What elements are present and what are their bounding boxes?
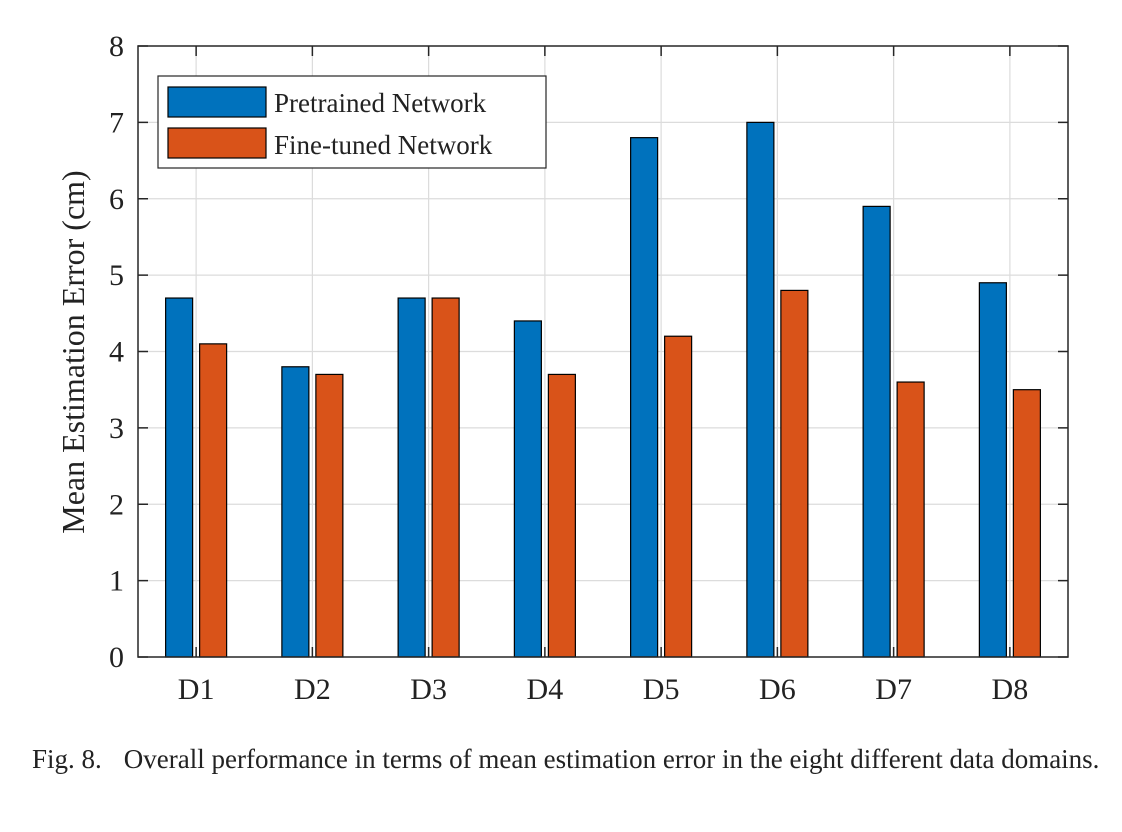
x-tick-label: D7 (875, 673, 912, 706)
x-tick-label: D3 (410, 673, 447, 706)
legend-swatch-finetuned (167, 127, 267, 159)
y-tick-label: 4 (109, 336, 124, 369)
y-tick-label: 5 (109, 259, 124, 292)
y-tick-labels: 0 1 2 3 4 5 6 7 8 (109, 30, 124, 674)
legend-swatch-pretrained (167, 86, 267, 118)
bar-pretrained-d1 (165, 297, 194, 658)
bar-finetuned-d2 (315, 373, 344, 658)
figure-caption: Fig. 8. Overall performance in terms of m… (32, 742, 1100, 776)
y-tick-label: 1 (109, 565, 124, 598)
bar-pretrained-d4 (513, 320, 542, 658)
bar-finetuned-d4 (547, 373, 576, 658)
y-tick-label: 7 (109, 106, 124, 139)
legend-label-finetuned: Fine-tuned Network (274, 130, 493, 160)
x-tick-label: D1 (178, 673, 215, 706)
bar-finetuned-d3 (431, 297, 460, 658)
y-tick-label: 6 (109, 183, 124, 216)
bar-finetuned-d5 (664, 335, 693, 658)
x-tick-labels: D1 D2 D3 D4 D5 D6 D7 D8 (178, 673, 1028, 706)
y-axis-title: Mean Estimation Error (cm) (55, 170, 91, 533)
figure-number: Fig. 8. (32, 744, 102, 774)
y-tick-label: 2 (109, 488, 124, 521)
x-tick-label: D8 (992, 673, 1029, 706)
y-tick-label: 3 (109, 412, 124, 445)
legend: Pretrained Network Fine-tuned Network (157, 75, 547, 169)
x-tick-label: D2 (294, 673, 331, 706)
bar-finetuned-d1 (199, 343, 228, 658)
bar-pretrained-d5 (630, 137, 659, 658)
bar-group (165, 121, 1041, 658)
y-tick-label: 0 (109, 641, 124, 674)
x-tick-label: D4 (527, 673, 564, 706)
bar-finetuned-d7 (896, 381, 925, 658)
bar-pretrained-d2 (281, 366, 310, 658)
bar-chart: 0 1 2 3 4 5 6 7 8 D1 D2 D3 D4 D5 D6 D7 D8 Mean Estimati… (55, 30, 1069, 706)
legend-label-pretrained: Pretrained Network (274, 88, 487, 118)
axis-ticks (138, 45, 1068, 658)
bar-finetuned-d6 (780, 289, 809, 658)
bar-pretrained-d6 (746, 121, 775, 658)
bar-finetuned-d8 (1012, 389, 1041, 658)
bar-pretrained-d8 (978, 282, 1007, 658)
bar-pretrained-d7 (862, 205, 891, 658)
caption-text: Overall performance in terms of mean est… (123, 744, 1100, 774)
y-tick-label: 8 (109, 30, 124, 63)
x-tick-label: D6 (759, 673, 796, 706)
bar-pretrained-d3 (397, 297, 426, 658)
x-tick-label: D5 (643, 673, 680, 706)
